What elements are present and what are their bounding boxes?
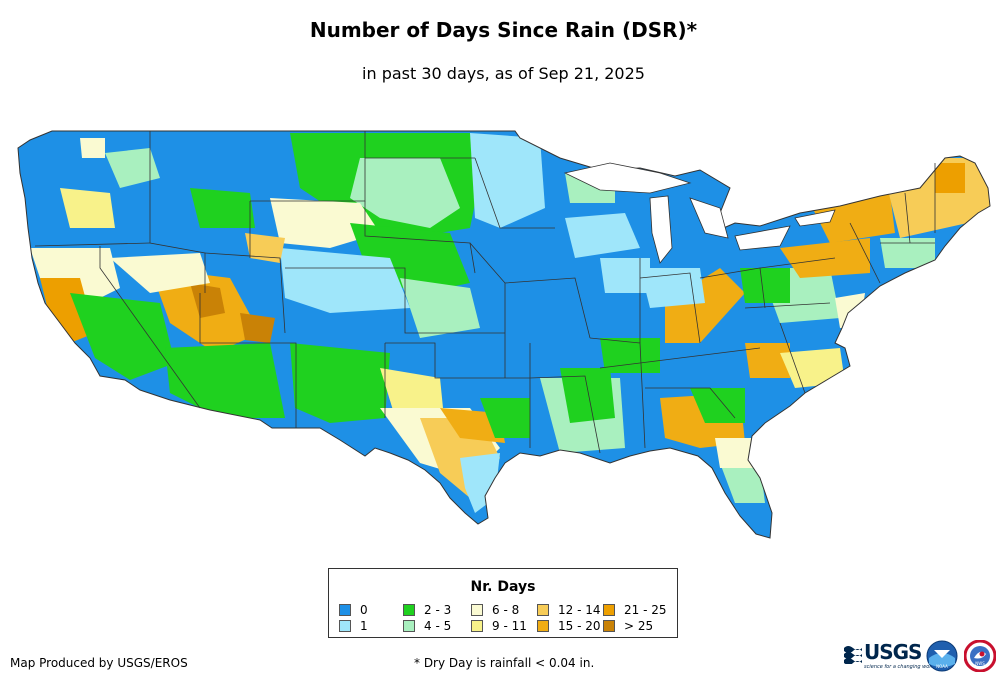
agency-logos: USGS science for a changing world NOAA N…	[842, 640, 1002, 676]
region-dsr-gt-25	[190, 283, 225, 318]
noaa-logo-text: NOAA	[936, 664, 948, 669]
legend-item-0: 0	[339, 603, 368, 617]
region-dsr-1	[470, 133, 545, 228]
legend-label: 21 - 25	[624, 603, 667, 617]
legend-swatch	[339, 604, 351, 616]
usgs-wave-icon	[844, 646, 862, 664]
region-dsr-15-20	[780, 238, 870, 278]
region-dsr-21-25	[935, 163, 965, 193]
legend-item-2-3: 2 - 3	[403, 603, 451, 617]
region-dsr-6-8	[270, 198, 380, 248]
legend-label: 12 - 14	[558, 603, 601, 617]
legend-title: Nr. Days	[470, 579, 536, 595]
map-title: Number of Days Since Rain (DSR)*	[309, 18, 698, 42]
region-dsr-4-5	[400, 278, 480, 338]
legend-swatch	[403, 604, 415, 616]
region-dsr-6-8	[110, 253, 210, 293]
legend-label: 15 - 20	[558, 619, 601, 633]
legend-label: 4 - 5	[424, 619, 452, 633]
usgs-logo: USGS	[864, 640, 922, 664]
region-dsr-6-8	[835, 293, 865, 328]
legend-swatch	[603, 620, 615, 632]
map-credit: Map Produced by USGS/EROS	[10, 656, 188, 670]
region-dsr-9-11	[60, 188, 115, 228]
legend-item-1: 1	[339, 619, 368, 633]
region-dsr-4-5	[105, 148, 160, 188]
region-dsr-4-5	[720, 463, 765, 503]
region-dsr-15-20	[665, 268, 745, 343]
usgs-tagline: science for a changing world	[864, 664, 936, 670]
legend-swatch	[471, 604, 483, 616]
legend-item-21-25: 21 - 25	[603, 603, 667, 617]
legend-label: 0	[360, 603, 368, 617]
legend-swatch	[471, 620, 483, 632]
legend: Nr. Days 0 1 2 - 3 4 - 5 6 - 8 9 - 11 12…	[328, 568, 678, 638]
region-dsr-2-3	[165, 343, 285, 418]
legend-label: 6 - 8	[492, 603, 520, 617]
legend-label: 9 - 11	[492, 619, 527, 633]
region-dsr-4-5	[880, 238, 935, 268]
legend-swatch	[537, 604, 549, 616]
great-lakes	[563, 162, 836, 264]
legend-label: 1	[360, 619, 368, 633]
state-borders	[34, 131, 936, 454]
legend-item-12-14: 12 - 14	[537, 603, 601, 617]
legend-label: > 25	[624, 619, 654, 633]
legend-item-4-5: 4 - 5	[403, 619, 451, 633]
legend-item-9-11: 9 - 11	[471, 619, 527, 633]
nws-logo-icon: NWS	[964, 640, 996, 672]
region-dsr-4-5	[350, 158, 460, 228]
map-subtitle: in past 30 days, as of Sep 21, 2025	[362, 64, 645, 83]
region-dsr-2-3	[690, 388, 745, 423]
region-dsr-2-3	[740, 268, 790, 303]
region-dsr-1	[565, 213, 640, 258]
region-dsr-2-3	[600, 338, 660, 373]
legend-item-gt-25: > 25	[603, 619, 653, 633]
region-dsr-1	[600, 258, 650, 293]
legend-label: 2 - 3	[424, 603, 452, 617]
nws-logo-text: NWS	[975, 661, 985, 666]
dsr-regions	[30, 133, 990, 513]
legend-swatch	[603, 604, 615, 616]
region-dsr-12-14	[245, 233, 285, 263]
region-dsr-6-8	[80, 138, 105, 158]
legend-swatch	[339, 620, 351, 632]
region-dsr-9-11	[780, 348, 845, 388]
region-dsr-15-20	[745, 343, 790, 378]
legend-item-15-20: 15 - 20	[537, 619, 601, 633]
region-dsr-1	[280, 248, 410, 313]
legend-swatch	[537, 620, 549, 632]
region-dsr-2-3	[560, 368, 615, 423]
region-dsr-1	[640, 268, 705, 308]
region-dsr-2-3	[290, 343, 390, 423]
legend-item-6-8: 6 - 8	[471, 603, 519, 617]
region-dsr-2-3	[190, 188, 255, 228]
region-dsr-6-8	[715, 438, 760, 468]
region-dsr-gt-25	[240, 313, 275, 343]
dry-day-note: * Dry Day is rainfall < 0.04 in.	[414, 656, 595, 670]
us-dsr-map	[17, 130, 991, 539]
noaa-logo-icon: NOAA	[926, 640, 958, 672]
conus-outline	[18, 131, 990, 538]
region-dsr-2-3	[480, 398, 530, 438]
legend-swatch	[403, 620, 415, 632]
region-dsr-2-3	[70, 293, 175, 380]
